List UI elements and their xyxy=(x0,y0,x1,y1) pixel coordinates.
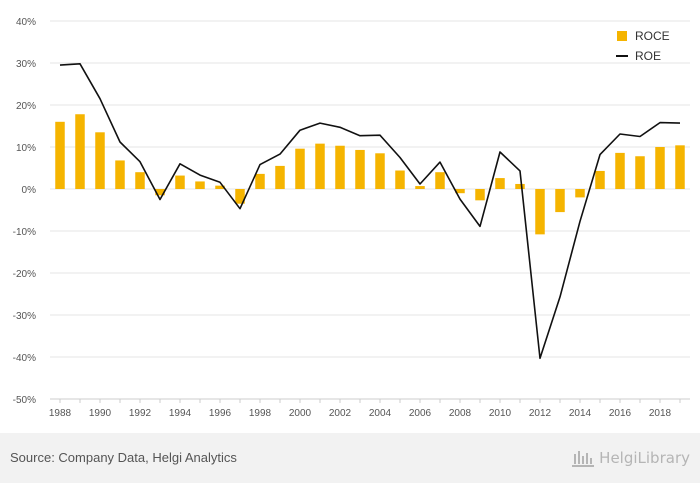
x-tick-label: 2008 xyxy=(449,408,472,419)
y-tick-label: 30% xyxy=(16,59,36,70)
roce-bar xyxy=(455,189,465,194)
y-tick-label: -30% xyxy=(13,311,36,322)
source-text: Source: Company Data, Helgi Analytics xyxy=(10,450,237,465)
roce-bar xyxy=(255,173,265,189)
x-tick-label: 2010 xyxy=(489,408,512,419)
x-tick-label: 1992 xyxy=(129,408,152,419)
roce-bar xyxy=(475,189,485,201)
roce-bar xyxy=(295,148,305,189)
y-tick-label: -10% xyxy=(13,227,36,238)
roce-bar xyxy=(435,172,445,189)
roce-bar xyxy=(495,178,505,189)
x-tick-label: 2014 xyxy=(569,408,592,419)
roe-line xyxy=(59,62,681,360)
roce-bar xyxy=(175,175,185,189)
roce-bar xyxy=(515,183,525,189)
roce-bar xyxy=(315,143,325,189)
y-tick-label: 40% xyxy=(16,17,36,28)
x-tick-label: 1996 xyxy=(209,408,232,419)
legend-label-roe: ROE xyxy=(635,49,661,63)
roce-bar xyxy=(195,181,205,189)
roce-bar xyxy=(675,145,685,189)
y-tick-label: 0% xyxy=(22,185,37,196)
footer: Source: Company Data, Helgi Analytics He… xyxy=(0,433,700,483)
x-tick-label: 2002 xyxy=(329,408,352,419)
roce-bar xyxy=(635,156,645,189)
legend-label-roce: ROCE xyxy=(635,29,670,43)
x-tick-label: 2016 xyxy=(609,408,632,419)
y-axis-ticks: 40% 30% 20% 10% 0% -10% -20% -30% -40% -50% xyxy=(13,17,36,406)
legend: ROCE ROE xyxy=(616,29,670,63)
roce-bar xyxy=(335,145,345,189)
roce-bar xyxy=(55,121,65,189)
roce-bar xyxy=(75,114,85,189)
roce-bar xyxy=(555,189,565,213)
x-axis: 1988 1990 1992 1994 1996 1998 2000 2002 2004 2006… xyxy=(49,398,690,419)
roce-bar xyxy=(155,189,165,196)
x-tick-label: 1988 xyxy=(49,408,72,419)
y-tick-label: 10% xyxy=(16,143,36,154)
x-tick-label: 2006 xyxy=(409,408,432,419)
x-tick-label: 2018 xyxy=(649,408,672,419)
x-tick-label: 2012 xyxy=(529,408,552,419)
roce-bar xyxy=(115,160,125,189)
x-tick-label: 2000 xyxy=(289,408,312,419)
roce-bar xyxy=(275,165,285,189)
chart: 40%30%20%10%0%-10%-20%-30%-40%-50% 1988 1… xyxy=(13,17,690,419)
x-tick-label: 1990 xyxy=(89,408,112,419)
x-tick-label: 2004 xyxy=(369,408,392,419)
roce-bar xyxy=(395,170,405,189)
logo-text: HelgiLibrary xyxy=(599,449,690,467)
roce-bar xyxy=(95,132,105,189)
roce-bar xyxy=(535,189,545,235)
roce-bars xyxy=(55,114,685,235)
roce-bar xyxy=(415,186,425,189)
roce-bar xyxy=(655,147,665,189)
roce-bar xyxy=(575,189,585,198)
roce-bar xyxy=(215,185,225,189)
roce-bar xyxy=(615,152,625,189)
roce-bar xyxy=(235,189,245,204)
y-tick-label: -50% xyxy=(13,395,36,406)
roe-line-group xyxy=(59,62,681,360)
x-tick-label: 1998 xyxy=(249,408,272,419)
y-tick-label: 20% xyxy=(16,101,36,112)
roce-bar xyxy=(375,153,385,189)
roce-bar xyxy=(355,149,365,189)
y-tick-label: -40% xyxy=(13,353,36,364)
x-tick-label: 1994 xyxy=(169,408,192,419)
y-tick-label: -20% xyxy=(13,269,36,280)
legend-swatch-roce xyxy=(617,31,627,41)
library-icon xyxy=(572,451,595,467)
helgi-library-logo: HelgiLibrary xyxy=(571,445,690,471)
roce-bar xyxy=(595,170,605,189)
gridlines xyxy=(50,20,690,400)
roce-bar xyxy=(135,172,145,189)
